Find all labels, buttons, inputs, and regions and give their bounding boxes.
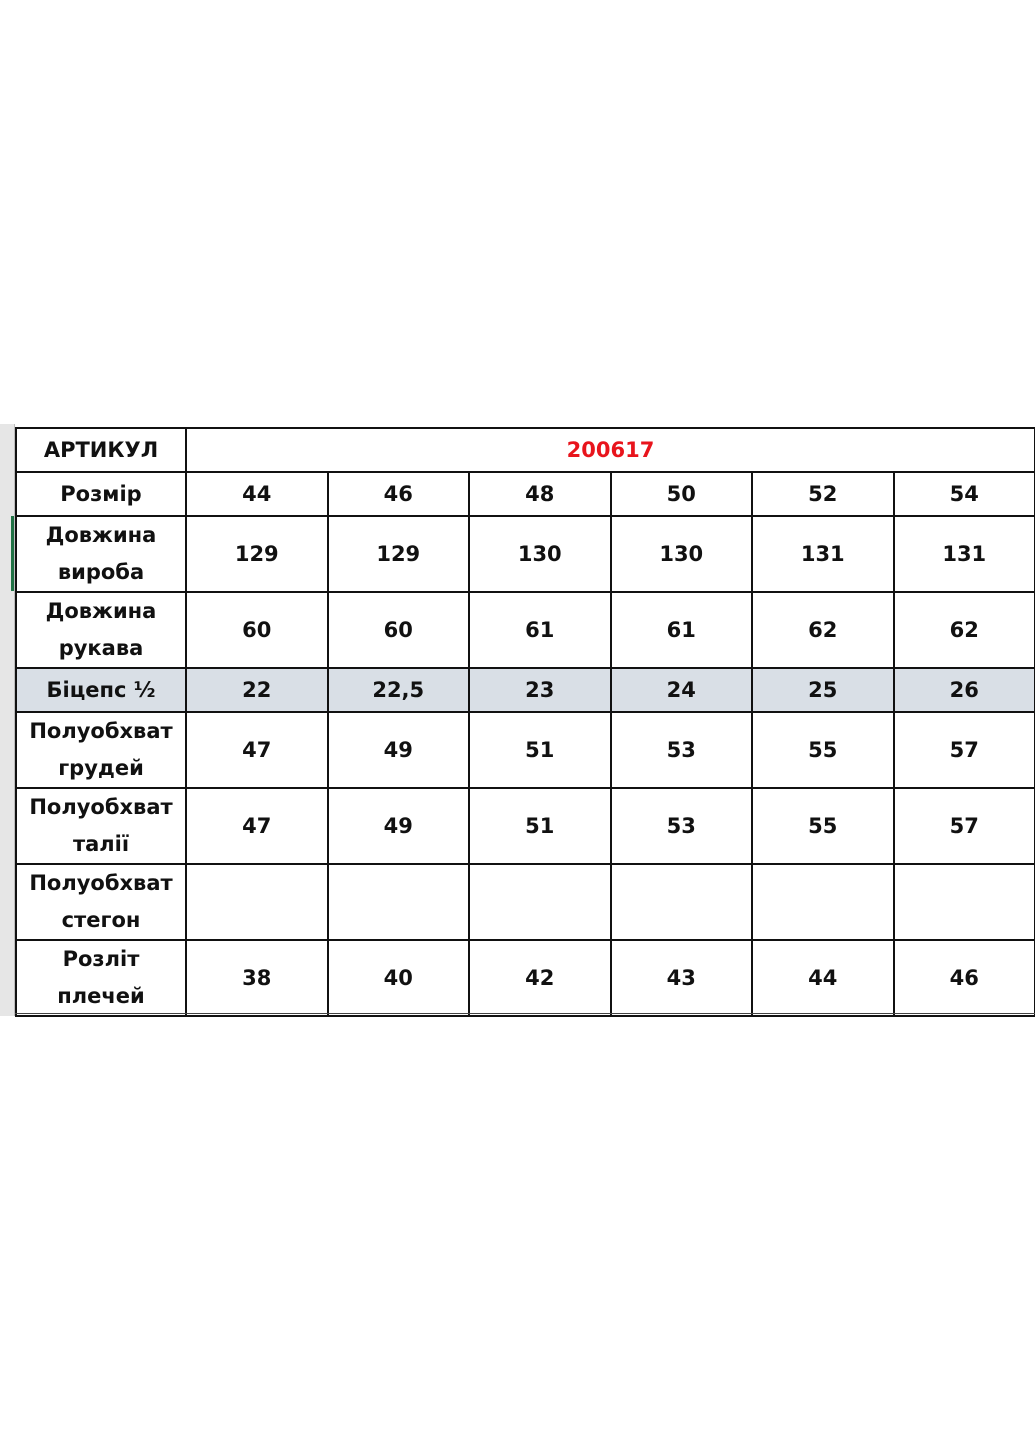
row-label-line: грудей: [58, 756, 144, 780]
table-row: Полуобхват стегон: [15, 863, 1035, 941]
row-label: Полуобхват стегон: [15, 863, 187, 941]
row-label-line: талії: [72, 832, 130, 856]
row-label: Довжина виробa: [15, 515, 187, 593]
table-cell: 60: [326, 591, 470, 669]
table-row: Полуобхват талії 47 49 51 53 55 57: [15, 787, 1035, 865]
row-label-line: Полуобхват: [29, 871, 173, 895]
row-label-line: стегон: [61, 908, 141, 932]
table-cell: 50: [609, 471, 753, 517]
table-cell: 49: [326, 711, 470, 789]
row-label-line: Довжина: [45, 599, 157, 623]
row-label: Полуобхват талії: [15, 787, 187, 865]
size-chart-table: АРТИКУЛ 200617 Розмір 44 46 48 50 52 54 Довжина…: [15, 427, 1035, 1017]
table-cell: 129: [185, 515, 329, 593]
article-value: 200617: [185, 427, 1035, 473]
table-cell: 22: [185, 667, 329, 713]
row-label: Біцепс ½: [15, 667, 187, 713]
article-label: АРТИКУЛ: [15, 427, 187, 473]
table-cell: 53: [609, 787, 753, 865]
table-row: Біцепс ½ 22 22,5 23 24 25 26: [15, 667, 1035, 713]
next-row-border: [15, 1013, 1035, 1018]
table-cell: 25: [751, 667, 895, 713]
table-cell: 129: [326, 515, 470, 593]
table-cell: 24: [609, 667, 753, 713]
row-label-line: виробa: [57, 560, 145, 584]
table-cell: 62: [892, 591, 1035, 669]
table-cell: 61: [609, 591, 753, 669]
table-cell: 26: [892, 667, 1035, 713]
table-cell: [751, 863, 895, 941]
table-cell: 130: [468, 515, 612, 593]
table-cell: 48: [468, 471, 612, 517]
row-label-line: Біцепс ½: [46, 677, 156, 702]
row-label-line: Розмір: [60, 481, 142, 506]
table-cell: 57: [892, 711, 1035, 789]
table-cell: 49: [326, 787, 470, 865]
table-cell: 53: [609, 711, 753, 789]
table-cell: 57: [892, 787, 1035, 865]
row-label-line: Полуобхват: [29, 795, 173, 819]
table-cell: 131: [892, 515, 1035, 593]
table-cell: 44: [751, 939, 895, 1017]
table-cell: [892, 863, 1035, 941]
table-cell: 61: [468, 591, 612, 669]
table-cell: 51: [468, 787, 612, 865]
table-cell: 55: [751, 711, 895, 789]
table-cell: 130: [609, 515, 753, 593]
table-row: Довжина виробa 129 129 130 130 131 131: [15, 515, 1035, 593]
row-label-line: Розліт: [62, 947, 140, 971]
table-cell: [185, 863, 329, 941]
row-label-line: рукава: [58, 636, 144, 660]
row-label: Розліт плечей: [15, 939, 187, 1017]
table-row: Розліт плечей 38 40 42 43 44 46: [15, 939, 1035, 1017]
table-cell: 40: [326, 939, 470, 1017]
table-cell: 52: [751, 471, 895, 517]
table-cell: 60: [185, 591, 329, 669]
row-label-line: Полуобхват: [29, 719, 173, 743]
table-cell: 55: [751, 787, 895, 865]
row-label: Довжина рукава: [15, 591, 187, 669]
table-cell: 47: [185, 787, 329, 865]
selected-row-indicator: [11, 516, 14, 591]
table-cell: 22,5: [326, 667, 470, 713]
row-label: Розмір: [15, 471, 187, 517]
table-row: Розмір 44 46 48 50 52 54: [15, 471, 1035, 517]
row-label-line: Довжина: [45, 523, 157, 547]
table-cell: 23: [468, 667, 612, 713]
table-cell: 62: [751, 591, 895, 669]
table-cell: 44: [185, 471, 329, 517]
table-cell: 46: [892, 939, 1035, 1017]
article-row: АРТИКУЛ 200617: [15, 427, 1035, 473]
table-cell: 47: [185, 711, 329, 789]
spreadsheet-row-headers: [0, 424, 15, 1016]
table-cell: 131: [751, 515, 895, 593]
table-cell: 43: [609, 939, 753, 1017]
table-cell: 42: [468, 939, 612, 1017]
table-cell: [468, 863, 612, 941]
table-cell: 46: [326, 471, 470, 517]
table-cell: 51: [468, 711, 612, 789]
table-cell: 54: [892, 471, 1035, 517]
table-cell: [326, 863, 470, 941]
table-row: Довжина рукава 60 60 61 61 62 62: [15, 591, 1035, 669]
table-row: Полуобхват грудей 47 49 51 53 55 57: [15, 711, 1035, 789]
table-cell: [609, 863, 753, 941]
row-label: Полуобхват грудей: [15, 711, 187, 789]
row-label-line: плечей: [57, 984, 145, 1008]
table-cell: 38: [185, 939, 329, 1017]
